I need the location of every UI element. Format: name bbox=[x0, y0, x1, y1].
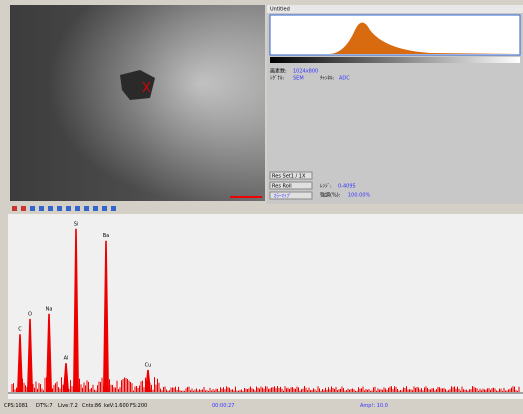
peak-label: C bbox=[18, 327, 22, 333]
tool-icon bbox=[102, 206, 107, 211]
spectrum-area bbox=[8, 214, 523, 399]
tool-icon bbox=[48, 206, 53, 211]
value: 100.00% bbox=[348, 193, 370, 199]
label: ﾁｬﾝﾈﾙ: bbox=[320, 76, 335, 82]
status-text: Cnts:86 bbox=[82, 403, 101, 409]
status-text: Amp!: 10.0 bbox=[360, 403, 388, 409]
tool-icon bbox=[21, 206, 26, 211]
tool-icon bbox=[12, 206, 17, 211]
peak-label: Na bbox=[46, 306, 53, 312]
tool-icon bbox=[57, 206, 62, 211]
label: 画素数: bbox=[270, 68, 287, 75]
peak-label: Ba bbox=[103, 233, 110, 239]
app-window: Untitled 画素数: 1024x800 ｼｸﾞﾅﾙ: SEM ﾁｬﾝﾈﾙ:… bbox=[0, 0, 523, 410]
status-text: CPS:1081 bbox=[4, 403, 28, 409]
tool-icon bbox=[66, 206, 71, 211]
status-text: DT%:7 bbox=[36, 403, 53, 409]
button[interactable]: Res Set1 / 1X bbox=[270, 172, 312, 180]
tool-icon bbox=[111, 206, 116, 211]
tool-icon bbox=[93, 206, 98, 211]
label: ｼｸﾞﾅﾙ: bbox=[270, 75, 285, 82]
tool-icon bbox=[75, 206, 80, 211]
label: ﾚﾝｼﾞ: bbox=[320, 183, 332, 190]
button[interactable]: Res Roll bbox=[270, 182, 312, 190]
peak-label: Al bbox=[64, 356, 69, 362]
peak-label: Cu bbox=[145, 362, 152, 368]
value: SEM bbox=[293, 76, 304, 82]
gray-bar bbox=[270, 57, 520, 63]
label: 強調(%): bbox=[320, 192, 341, 199]
status-text: Live:7.2 bbox=[58, 403, 78, 409]
status-text: keV:1.600 bbox=[104, 403, 129, 409]
button[interactable]: ｶﾗｰﾏｯﾌﾟ bbox=[270, 192, 312, 200]
status-text: 00:00:27 bbox=[212, 403, 234, 409]
value: ADC bbox=[339, 76, 350, 82]
status-text: FS:200 bbox=[130, 403, 147, 409]
tool-icon bbox=[30, 206, 35, 211]
tool-icon bbox=[84, 206, 89, 211]
page: {"window_title":"Untitled", "info":{"pix… bbox=[0, 0, 523, 410]
status-bar bbox=[0, 401, 523, 410]
body: Untitled 画素数: 1024x800 ｼｸﾞﾅﾙ: SEM ﾁｬﾝﾈﾙ:… bbox=[0, 0, 523, 410]
button-text: Res Roll bbox=[272, 184, 292, 190]
peak-label: Si bbox=[74, 221, 79, 227]
button-text: ｶﾗｰﾏｯﾌﾟ bbox=[274, 193, 292, 200]
sem-overlay bbox=[10, 5, 265, 201]
tool-icon bbox=[39, 206, 44, 211]
button-text: Res Set1 / 1X bbox=[272, 174, 306, 180]
title-bar bbox=[267, 5, 523, 13]
window-title: Untitled bbox=[270, 7, 290, 13]
value: 1024x800 bbox=[293, 69, 318, 75]
value: 0-4095 bbox=[338, 184, 356, 190]
peak-label: O bbox=[28, 311, 32, 317]
